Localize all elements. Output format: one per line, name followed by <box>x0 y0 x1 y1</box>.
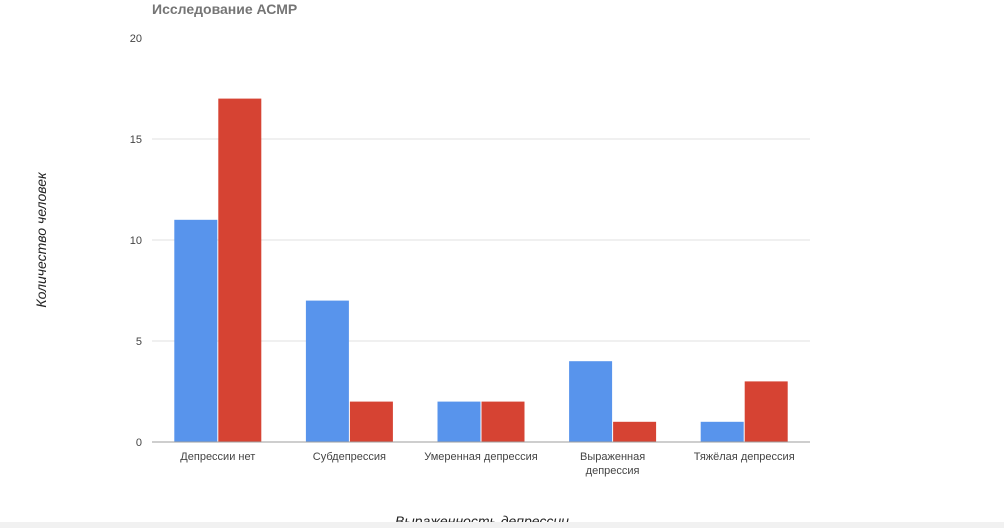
bar <box>174 219 218 442</box>
x-axis-category-labels: Депрессии нет Субдепрессия Умеренная депре… <box>180 451 794 477</box>
bar <box>700 421 744 442</box>
x-category-label: Депрессии нет <box>180 451 255 463</box>
y-tick-label: 20 <box>130 33 142 45</box>
bars <box>174 98 788 442</box>
x-category-label-line: Умеренная депрессия <box>424 451 538 463</box>
x-category-label-line: Депрессии нет <box>180 451 255 463</box>
x-category-label: Тяжёлая депрессия <box>694 451 795 463</box>
bar <box>305 300 349 442</box>
y-tick-label: 5 <box>136 336 142 348</box>
x-category-label: Выраженная депрессия <box>580 451 645 477</box>
y-axis-ticks: 0 5 10 15 20 <box>130 33 142 449</box>
bar <box>218 98 262 442</box>
x-category-label: Умеренная депрессия <box>424 451 538 463</box>
x-category-label-line: Субдепрессия <box>313 451 386 463</box>
y-tick-label: 15 <box>130 134 142 146</box>
bar <box>349 401 393 442</box>
x-category-label: Субдепрессия <box>313 451 386 463</box>
gridlines <box>152 138 810 342</box>
x-category-label-line: Тяжёлая депрессия <box>694 451 795 463</box>
y-axis-title: Количество человек <box>33 171 49 308</box>
x-category-label-line: Выраженная <box>580 451 645 463</box>
x-category-label-line: депрессия <box>586 465 640 477</box>
bar <box>744 381 788 442</box>
bar <box>437 401 481 442</box>
bar <box>569 361 613 442</box>
bottom-strip <box>0 522 1004 528</box>
y-tick-label: 0 <box>136 437 142 449</box>
bar <box>613 421 657 442</box>
y-tick-label: 10 <box>130 235 142 247</box>
chart-title: Исследование АСМР <box>152 1 297 17</box>
bar <box>481 401 525 442</box>
